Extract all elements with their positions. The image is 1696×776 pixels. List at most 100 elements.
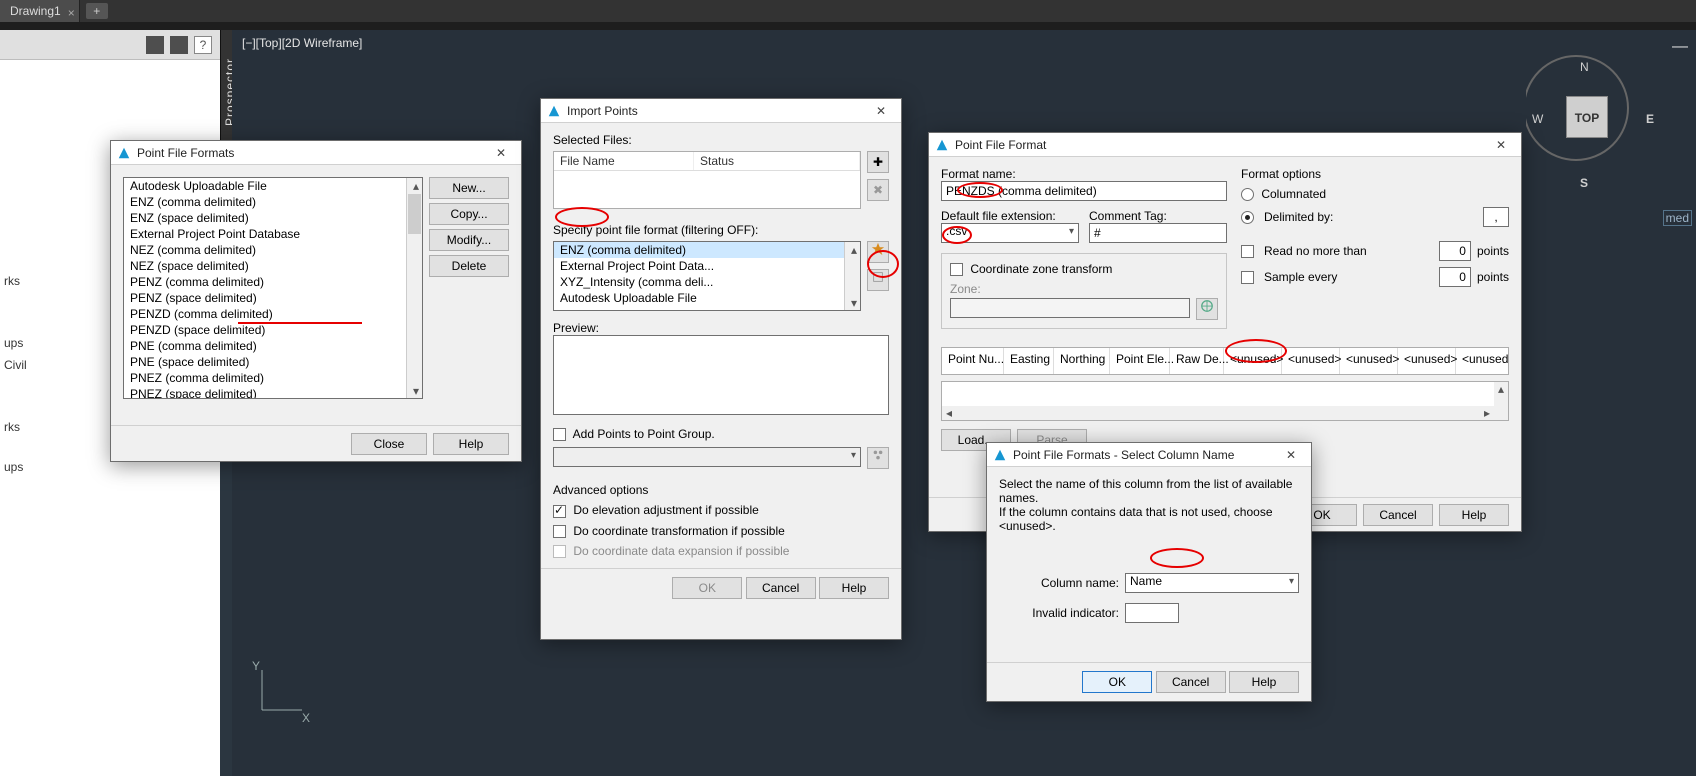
help-button[interactable]: Help xyxy=(1439,504,1509,526)
viewport-label[interactable]: [−][Top][2D Wireframe] xyxy=(242,36,362,50)
scrollbar-thumb[interactable] xyxy=(408,194,421,234)
list-item[interactable]: NEZ (space delimited) xyxy=(124,258,422,274)
list-item[interactable]: External Project Point Data... xyxy=(554,258,860,274)
col-header[interactable]: <unused> xyxy=(1340,348,1398,374)
format-down-button[interactable] xyxy=(867,269,889,291)
tree-item[interactable]: Civil 3D Projects\ADSK xyxy=(0,354,30,376)
column-header-file[interactable]: File Name xyxy=(554,152,694,170)
scrollbar[interactable]: ▴ ▾ xyxy=(844,242,860,310)
h-scrollbar[interactable]: ◂ ▸ xyxy=(942,406,1494,420)
modify-button[interactable]: Modify... xyxy=(429,229,509,251)
minimize-viewport-icon[interactable]: — xyxy=(1672,38,1688,56)
list-item[interactable]: PNEZ (space delimited) xyxy=(124,386,422,399)
columnated-radio[interactable] xyxy=(1241,188,1254,201)
ok-button[interactable]: OK xyxy=(672,577,742,599)
add-file-button[interactable]: ✚ xyxy=(867,151,889,173)
col-header[interactable]: <unused> xyxy=(1398,348,1456,374)
viewcube-s[interactable]: S xyxy=(1580,176,1588,190)
v-scrollbar[interactable]: ▴ xyxy=(1494,382,1508,420)
invalid-indicator-input[interactable] xyxy=(1125,603,1179,623)
col-header[interactable]: <unused> xyxy=(1282,348,1340,374)
comment-tag-input[interactable] xyxy=(1089,223,1227,243)
close-icon[interactable]: ✕ xyxy=(487,146,515,160)
help-button[interactable]: Help xyxy=(1229,671,1299,693)
column-map-header[interactable]: Point Nu... Easting Northing Point Ele..… xyxy=(941,347,1509,375)
scroll-right-icon[interactable]: ▸ xyxy=(1480,406,1494,420)
col-header[interactable]: <unused> xyxy=(1224,348,1282,374)
titlebar[interactable]: Point File Formats ✕ xyxy=(111,141,521,165)
copy-button[interactable]: Copy... xyxy=(429,203,509,225)
coord-transform-checkbox[interactable] xyxy=(553,525,566,538)
tree-item[interactable]: ups xyxy=(0,456,30,478)
col-header[interactable]: Easting xyxy=(1004,348,1054,374)
new-group-button[interactable] xyxy=(867,447,889,469)
viewcube-w[interactable]: W xyxy=(1532,112,1543,126)
list-item[interactable]: XYZ_Intensity (comma deli... xyxy=(554,274,860,290)
toolspace-icon-1[interactable] xyxy=(146,36,164,54)
ok-button[interactable]: OK xyxy=(1082,671,1152,693)
column-header-status[interactable]: Status xyxy=(694,152,860,170)
file-tab-drawing1[interactable]: Drawing1 × xyxy=(0,0,80,22)
list-item[interactable]: PNEZ (comma delimited) xyxy=(124,370,422,386)
col-header[interactable]: Northing xyxy=(1054,348,1110,374)
point-group-dropdown[interactable] xyxy=(553,447,861,467)
format-name-input[interactable] xyxy=(941,181,1227,201)
list-item[interactable]: External Project Point Database xyxy=(124,226,422,242)
cancel-button[interactable]: Cancel xyxy=(1156,671,1226,693)
list-item[interactable]: PNE (space delimited) xyxy=(124,354,422,370)
viewcube-n[interactable]: N xyxy=(1580,60,1589,74)
view-cube[interactable]: N S E W TOP xyxy=(1536,60,1636,160)
help-button[interactable]: Help xyxy=(433,433,509,455)
column-name-dropdown[interactable]: Name xyxy=(1125,573,1299,593)
zone-browse-button[interactable] xyxy=(1196,298,1218,320)
scroll-down-icon[interactable]: ▾ xyxy=(407,383,422,398)
cancel-button[interactable]: Cancel xyxy=(1363,504,1433,526)
col-header[interactable]: Point Nu... xyxy=(942,348,1004,374)
titlebar[interactable]: Import Points ✕ xyxy=(541,99,901,123)
titlebar[interactable]: Point File Format ✕ xyxy=(929,133,1521,157)
col-header[interactable]: <unused> xyxy=(1456,348,1509,374)
manage-formats-button[interactable] xyxy=(867,241,889,263)
toolspace-icon-2[interactable] xyxy=(170,36,188,54)
delimited-radio[interactable] xyxy=(1241,211,1254,224)
col-header[interactable]: Point Ele... xyxy=(1110,348,1170,374)
close-tab-icon[interactable]: × xyxy=(68,2,75,24)
viewcube-e[interactable]: E xyxy=(1646,112,1654,126)
list-item[interactable]: PNE (comma delimited) xyxy=(124,338,422,354)
new-button[interactable]: New... xyxy=(429,177,509,199)
help-button[interactable]: Help xyxy=(819,577,889,599)
elev-adjust-checkbox[interactable] xyxy=(553,505,566,518)
titlebar[interactable]: Point File Formats - Select Column Name … xyxy=(987,443,1311,467)
tree-item[interactable]: rks xyxy=(0,270,30,292)
cancel-button[interactable]: Cancel xyxy=(746,577,816,599)
list-item[interactable]: NEZ (comma delimited) xyxy=(124,242,422,258)
scroll-up-icon[interactable]: ▴ xyxy=(845,242,860,257)
list-item[interactable]: ENZ (space delimited) xyxy=(124,210,422,226)
remove-file-button[interactable]: ✖ xyxy=(867,179,889,201)
close-icon[interactable]: ✕ xyxy=(867,104,895,118)
tree-item[interactable]: ups xyxy=(0,332,30,354)
formats-listbox[interactable]: Autodesk Uploadable File ENZ (comma deli… xyxy=(123,177,423,399)
tree-item[interactable]: rks xyxy=(0,416,30,438)
help-icon[interactable]: ? xyxy=(194,36,212,54)
default-ext-dropdown[interactable]: .csv xyxy=(941,223,1079,243)
delimiter-input[interactable] xyxy=(1483,207,1509,227)
close-icon[interactable]: ✕ xyxy=(1487,138,1515,152)
viewcube-top[interactable]: TOP xyxy=(1566,96,1608,138)
list-item[interactable]: Autodesk Uploadable File xyxy=(554,290,860,306)
readnomore-input[interactable] xyxy=(1439,241,1471,261)
scroll-down-icon[interactable]: ▾ xyxy=(845,295,860,310)
scrollbar[interactable]: ▴ ▾ xyxy=(406,178,422,398)
list-item[interactable]: Autodesk Uploadable File xyxy=(124,178,422,194)
list-item[interactable]: PENZ (comma delimited) xyxy=(124,274,422,290)
zone-transform-checkbox[interactable] xyxy=(950,263,963,276)
add-to-group-checkbox[interactable] xyxy=(553,428,566,441)
list-item[interactable]: ENZ (comma delimited) xyxy=(554,242,860,258)
sample-checkbox[interactable] xyxy=(1241,271,1254,284)
sample-input[interactable] xyxy=(1439,267,1471,287)
col-header[interactable]: Raw De... xyxy=(1170,348,1224,374)
scroll-left-icon[interactable]: ◂ xyxy=(942,406,956,420)
list-item[interactable]: PENZD (comma delimited) xyxy=(124,306,422,322)
list-item[interactable]: PENZ (space delimited) xyxy=(124,290,422,306)
delete-button[interactable]: Delete xyxy=(429,255,509,277)
